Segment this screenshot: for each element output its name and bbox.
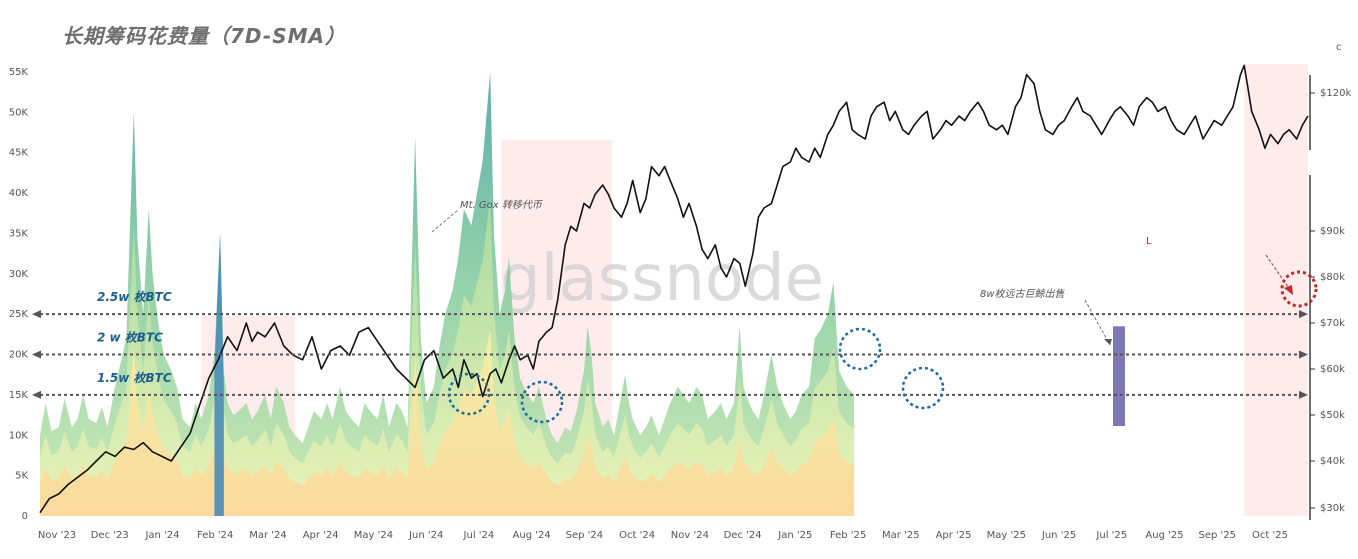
level-label-2: 1.5w 枚BTC [97, 371, 172, 385]
right-axis: $30k $40k $50k $60k $70k $80k $90k $120k [1310, 88, 1351, 514]
price-line-layer [39, 64, 1309, 514]
annotation-mark: L [1146, 236, 1152, 247]
left-tick-6: 30K [9, 269, 29, 280]
whale-annotation: 8w枚远古巨鲸出售 [980, 288, 1112, 346]
right-tick-4: $70k [1320, 318, 1345, 329]
right-axis-marker: c [1336, 42, 1342, 53]
x-tick-21: Aug '25 [1145, 530, 1183, 541]
peak-circle-3 [901, 366, 945, 410]
right-tick-3: $60k [1320, 364, 1345, 375]
chart-title: 长期筹码花费量（7D-SMA） [62, 24, 346, 48]
level-arrow-left-1 [32, 350, 41, 359]
mtgox-spike [214, 233, 224, 517]
x-tick-15: Feb '25 [830, 530, 866, 541]
x-tick-11: Oct '24 [619, 530, 655, 541]
level-arrow-right-1 [1299, 350, 1308, 359]
left-tick-4: 20K [9, 350, 29, 361]
left-tick-7: 35K [9, 228, 29, 239]
red-arrow [1265, 254, 1293, 295]
level-label-1: 2 w 枚BTC [97, 331, 163, 345]
left-tick-9: 45K [9, 148, 29, 159]
left-tick-3: 15K [9, 390, 29, 401]
x-tick-4: Mar '24 [249, 530, 287, 541]
x-tick-20: Jul '25 [1095, 530, 1127, 541]
watermark: glassnode [500, 242, 824, 316]
level-lines: 2.5w 枚BTC 2 w 枚BTC 1.5w 枚BTC [32, 290, 1308, 399]
x-tick-19: Jun '25 [1041, 530, 1076, 541]
x-tick-22: Sep '25 [1199, 530, 1237, 541]
level-arrow-right-2 [1299, 390, 1308, 399]
peak-circle-2 [838, 327, 882, 371]
x-tick-3: Feb '24 [197, 530, 233, 541]
x-tick-9: Aug '24 [513, 530, 551, 541]
x-tick-16: Mar '25 [882, 530, 920, 541]
right-tick-1: $40k [1320, 456, 1345, 467]
shaded-region-2 [1244, 64, 1308, 516]
price-line [39, 64, 1309, 514]
x-tick-5: Apr '24 [303, 530, 339, 541]
x-tick-12: Nov '24 [671, 530, 709, 541]
level-arrow-left-0 [32, 310, 41, 319]
x-tick-13: Dec '24 [724, 530, 762, 541]
whale-spike [1113, 326, 1125, 426]
peak-circles [447, 270, 1318, 424]
left-tick-1: 5K [15, 471, 28, 482]
right-tick-0: $30k [1320, 503, 1345, 514]
right-tick-2: $50k [1320, 410, 1345, 421]
level-arrow-right-0 [1299, 310, 1308, 319]
left-tick-11: 55K [9, 67, 29, 78]
x-tick-14: Jan '25 [777, 530, 812, 541]
left-axis: 0 5K 10K 15K 20K 25K 30K 35K 40K 45K 50K 55K [9, 67, 29, 522]
area-layer-inner [40, 329, 855, 516]
annotation-whale: 8w枚远古巨鲸出售 [980, 288, 1066, 300]
level-label-0: 2.5w 枚BTC [97, 290, 172, 304]
left-tick-2: 10K [9, 430, 29, 441]
x-tick-1: Dec '23 [91, 530, 129, 541]
left-tick-8: 40K [9, 188, 29, 199]
right-tick-6: $90k [1320, 226, 1345, 237]
x-tick-2: Jan '24 [144, 530, 179, 541]
x-tick-17: Apr '25 [936, 530, 972, 541]
mtgox-annotation: Mt. Gox 转移代币 [431, 199, 544, 233]
peak-circle-red [1280, 270, 1318, 308]
annotation-mtgox: Mt. Gox 转移代币 [460, 199, 544, 211]
x-tick-0: Nov '23 [38, 530, 76, 541]
right-tick-5: $80k [1320, 272, 1345, 283]
x-tick-7: Jun '24 [408, 530, 443, 541]
peak-circle-1 [520, 380, 564, 424]
x-tick-18: May '25 [987, 530, 1026, 541]
x-axis: Nov '23 Dec '23 Jan '24 Feb '24 Mar '24 Apr '… [38, 530, 1288, 541]
left-tick-5: 25K [9, 309, 29, 320]
peak-circle-0 [447, 372, 491, 416]
spent-area-layers [40, 72, 1125, 517]
x-tick-23: Oct '25 [1252, 530, 1288, 541]
x-tick-10: Sep '24 [566, 530, 604, 541]
level-arrow-left-2 [32, 390, 41, 399]
left-tick-0: 0 [22, 511, 28, 522]
left-tick-10: 50K [9, 107, 29, 118]
right-tick-7: $120k [1320, 88, 1351, 99]
x-tick-6: May '24 [354, 530, 393, 541]
x-tick-8: Jul '24 [463, 530, 495, 541]
